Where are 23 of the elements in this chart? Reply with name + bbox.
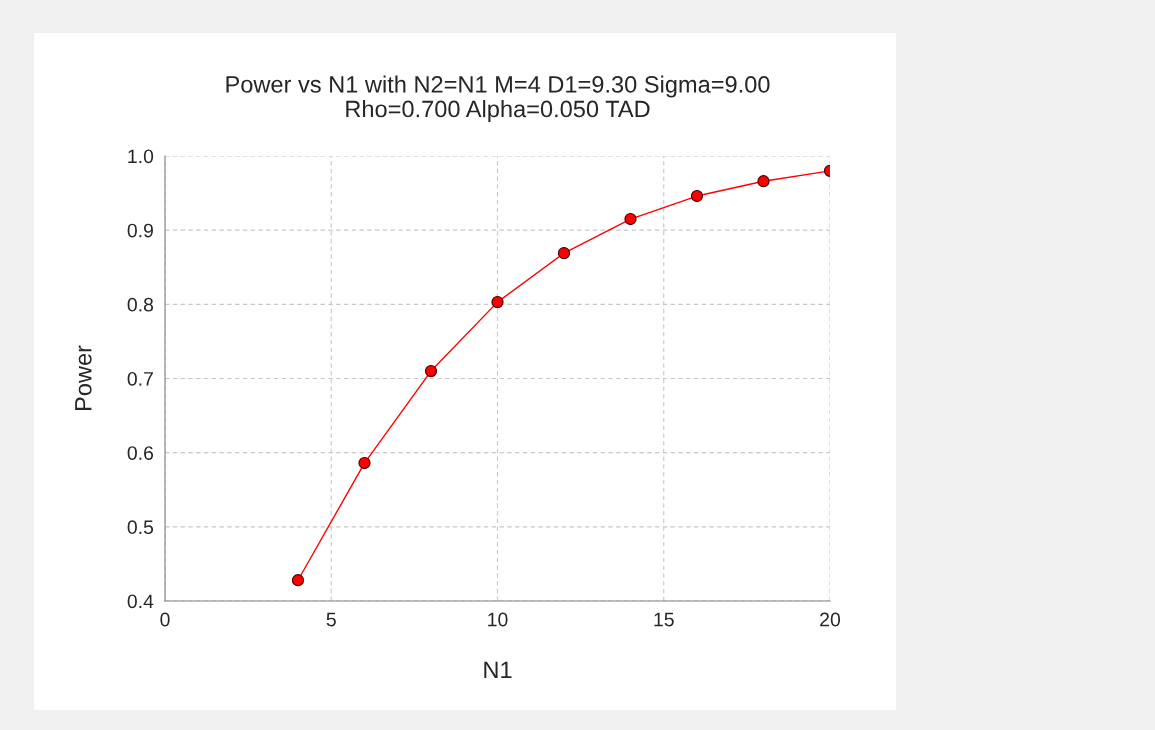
- point: [291, 574, 305, 587]
- point: [358, 456, 371, 470]
- x-tick-label: 15: [654, 612, 674, 627]
- y-axis-title: Power: [75, 345, 92, 411]
- chart-title: Power vs N1 with N2=N1 M=4 D1=9.30 Sigma=9.00 Rho=0.700 Alpha=0.050 TAD: [226, 75, 770, 123]
- point: [624, 212, 637, 226]
- x-tick-label: 5: [326, 612, 336, 627]
- y-tick-label: 1.0: [128, 149, 154, 164]
- point: [557, 247, 571, 260]
- y-tick-label: 0.8: [127, 297, 154, 312]
- y-tick-label: 0.4: [127, 594, 154, 609]
- x-tick-label: 10: [488, 612, 508, 627]
- y-tick-label: 0.7: [127, 371, 153, 386]
- point: [424, 364, 438, 378]
- x-axis-title: N1: [484, 661, 512, 678]
- point: [757, 175, 770, 188]
- y-tick-label: 0.5: [127, 520, 154, 535]
- point: [491, 295, 504, 309]
- x-tick-label: 0: [160, 612, 170, 627]
- y-tick-label: 0.9: [127, 223, 153, 238]
- point: [690, 189, 704, 203]
- x-tick-label: 20: [820, 612, 841, 627]
- y-tick-label: 0.6: [127, 446, 154, 460]
